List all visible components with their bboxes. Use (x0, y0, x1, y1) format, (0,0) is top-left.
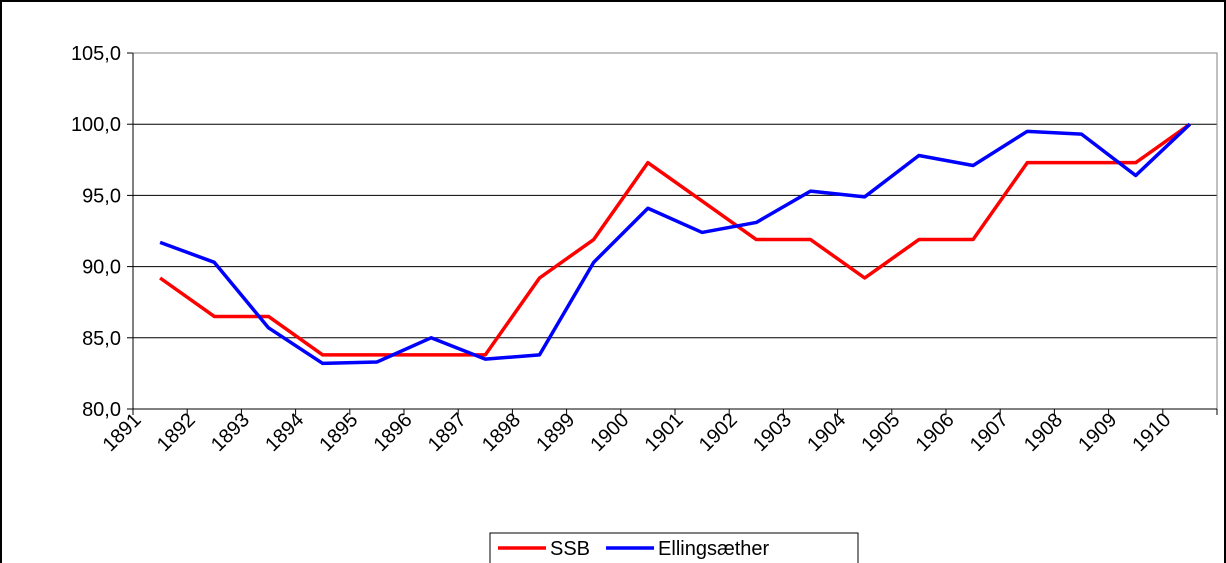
y-tick-label: 85,0 (82, 328, 121, 350)
y-tick-label: 105,0 (71, 43, 121, 65)
y-tick-label: 100,0 (71, 114, 121, 136)
legend-label: SSB (550, 538, 590, 560)
y-tick-label: 80,0 (82, 399, 121, 421)
y-tick-label: 95,0 (82, 185, 121, 207)
legend-box (489, 532, 859, 563)
legend-label: Ellingsæther (658, 538, 770, 560)
y-tick-label: 90,0 (82, 257, 121, 279)
series-line (159, 122, 1192, 366)
series-line (159, 122, 1191, 357)
